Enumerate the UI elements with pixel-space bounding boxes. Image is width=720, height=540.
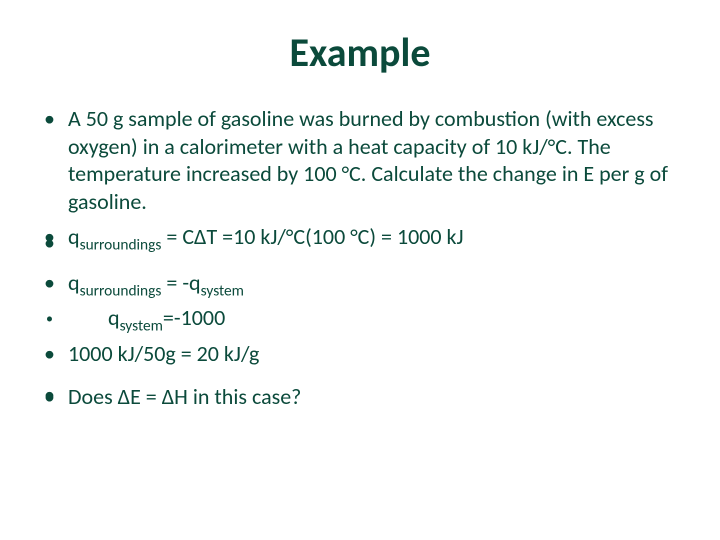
bullet-problem-text: A 50 g sample of gasoline was burned by … <box>68 105 668 215</box>
qsys-sub: system <box>120 317 163 336</box>
bullet-list: A 50 g sample of gasoline was burned by … <box>40 105 680 411</box>
bullet-qsurr-calc: qsurroundings = CΔT =10 kJ/°C(100 °C) = … <box>40 223 680 255</box>
question-text: Does ΔE = ΔH in this case? <box>68 383 301 410</box>
slide-title: Example <box>100 28 620 77</box>
q-sub: surroundings <box>80 235 162 254</box>
qsys-post: =-1000 <box>163 304 225 331</box>
bullet-problem: A 50 g sample of gasoline was burned by … <box>40 105 680 215</box>
q2-sub2: system <box>201 281 244 300</box>
bullet-question: Does ΔE = ΔH in this case? <box>40 383 680 411</box>
bullet-qsystem: qsystem=-1000 <box>40 304 680 336</box>
q-text: q <box>68 223 80 250</box>
q-rest: = CΔT =10 kJ/°C(100 °C) = 1000 kJ <box>161 223 463 250</box>
slide: Example A 50 g sample of gasoline was bu… <box>0 0 720 540</box>
qsys-pre: q <box>108 304 120 331</box>
bullet-qsurr-eq: qsurroundings = -qsystem <box>40 269 680 301</box>
bullet-result: 1000 kJ/50g = 20 kJ/g <box>40 340 680 368</box>
q2-sub1: surroundings <box>80 281 162 300</box>
result-text: 1000 kJ/50g = 20 kJ/g <box>68 340 259 367</box>
q2-text: q <box>68 269 80 296</box>
q2-mid: = -q <box>161 269 200 296</box>
